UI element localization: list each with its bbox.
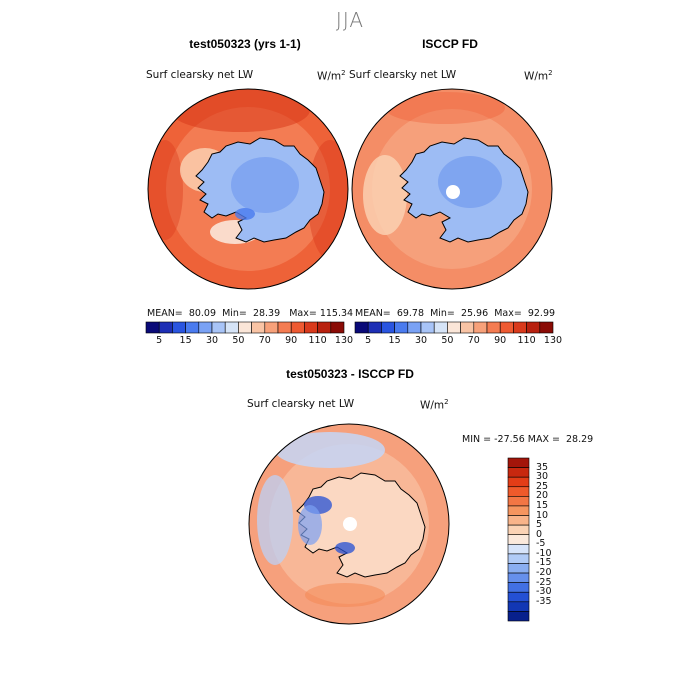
colorbar-swatch: [507, 467, 530, 478]
map-difference: [248, 423, 450, 625]
colorbar-swatch: [420, 321, 435, 334]
colorbar-swatch: [304, 321, 318, 334]
colorbar-swatch: [507, 553, 530, 564]
colorbar-swatch: [507, 563, 530, 574]
colorbar-swatch: [507, 505, 530, 516]
colorbar-swatch: [507, 476, 530, 488]
colorbar-tick-label: -10: [536, 547, 552, 559]
colorbar-tick-label: 15: [179, 335, 192, 346]
colorbar-tick-label: 50: [441, 335, 454, 346]
colorbar-swatch: [507, 457, 530, 468]
colorbar-swatch: [507, 543, 530, 555]
colorbar-swatch: [507, 611, 530, 622]
panel-left-unit: W/m2: [317, 69, 346, 83]
colorbar-swatch: [460, 321, 475, 334]
panel-left-stats: MEAN= 80.09 Min= 28.39 Max= 115.34: [147, 308, 354, 319]
colorbar-swatch: [407, 321, 422, 334]
colorbar-swatch: [486, 321, 501, 334]
colorbar-swatch: [507, 582, 530, 593]
colorbar-tick-label: 110: [308, 335, 327, 346]
diff-title: test050323 - ISCCP FD: [286, 367, 414, 381]
season-title: JJA: [335, 8, 365, 32]
colorbar-swatch: [433, 321, 448, 334]
colorbar-tick-label: 70: [258, 335, 271, 346]
colorbar-tick-label: 0: [536, 528, 543, 540]
colorbar-tick-label: 25: [536, 480, 549, 492]
colorbar-tick-label: 30: [414, 335, 428, 346]
colorbar-tick-label: -15: [536, 557, 552, 569]
panel-right-title: ISCCP FD: [422, 37, 478, 51]
colorbar-swatch: [172, 321, 186, 334]
colorbar-tick-label: 130: [543, 335, 563, 346]
panel-left-title: test050323 (yrs 1-1): [189, 37, 301, 51]
colorbar-tick-label: 110: [517, 335, 536, 346]
colorbar-swatch: [539, 321, 554, 334]
diff-variable: Surf clearsky net LW: [247, 398, 355, 410]
colorbar-swatch: [264, 321, 279, 334]
colorbar-swatch: [513, 321, 527, 334]
colorbar-tick-label: 5: [536, 519, 543, 531]
colorbar-swatch: [317, 321, 332, 334]
colorbar-swatch: [507, 591, 530, 603]
panel-right-unit: W/m2: [524, 69, 553, 83]
colorbar-tick-label: 70: [467, 335, 480, 346]
colorbar-swatch: [145, 321, 160, 334]
colorbar-swatch: [381, 321, 395, 334]
colorbar-swatch: [224, 321, 239, 334]
colorbar-tick-label: 5: [156, 335, 163, 346]
colorbar-swatch: [394, 321, 409, 334]
colorbar-difference: [507, 457, 530, 622]
colorbar-swatch: [354, 321, 369, 334]
colorbar-tick-label: 90: [494, 335, 507, 346]
colorbar-tick-label: 35: [536, 461, 549, 473]
diff-unit: W/m2: [420, 398, 449, 412]
colorbar-swatch: [507, 534, 530, 545]
map-right: [351, 88, 553, 290]
colorbar-swatch: [158, 321, 173, 334]
colorbar-swatch: [507, 601, 530, 612]
colorbar-tick-label: -20: [536, 567, 552, 579]
colorbar-tick-label: -25: [536, 576, 552, 588]
map-left: [147, 88, 349, 290]
colorbar-swatch: [499, 321, 514, 334]
colorbar-swatch: [507, 486, 530, 497]
colorbar-swatch: [185, 321, 200, 334]
colorbar-left: [145, 321, 345, 334]
colorbar-swatch: [507, 524, 530, 536]
colorbar-swatch: [367, 321, 382, 334]
colorbar-swatch: [507, 515, 530, 526]
colorbar-right: [354, 321, 554, 334]
colorbar-tick-label: 10: [536, 509, 549, 521]
panel-right-variable: Surf clearsky net LW: [349, 69, 457, 81]
colorbar-tick-label: 5: [365, 335, 372, 346]
colorbar-tick-label: 30: [536, 471, 549, 483]
colorbar-tick-label: 15: [536, 499, 549, 511]
colorbar-tick-label: 90: [285, 335, 298, 346]
colorbar-swatch: [526, 321, 541, 334]
colorbar-tick-label: 15: [388, 335, 401, 346]
colorbar-swatch: [238, 321, 252, 334]
panel-right-stats: MEAN= 69.78 Min= 25.96 Max= 92.99: [355, 308, 556, 319]
colorbar-tick-label: 20: [536, 490, 549, 502]
colorbar-tick-label: 50: [232, 335, 245, 346]
colorbar-swatch: [277, 321, 292, 334]
colorbar-swatch: [251, 321, 266, 334]
colorbar-tick-label: 130: [334, 335, 354, 346]
panel-left-variable: Surf clearsky net LW: [146, 69, 254, 81]
colorbar-swatch: [447, 321, 461, 334]
colorbar-swatch: [290, 321, 305, 334]
colorbar-swatch: [330, 321, 345, 334]
colorbar-tick-label: -5: [536, 538, 546, 550]
colorbar-swatch: [198, 321, 213, 334]
colorbar-swatch: [473, 321, 488, 334]
colorbar-tick-label: -30: [536, 586, 552, 598]
diff-stats: MIN = -27.56 MAX = 28.29: [462, 434, 594, 445]
colorbar-swatch: [507, 496, 530, 507]
colorbar-swatch: [507, 572, 530, 583]
colorbar-tick-label: 30: [205, 335, 219, 346]
colorbar-swatch: [211, 321, 226, 334]
colorbar-tick-label: -35: [536, 595, 552, 607]
